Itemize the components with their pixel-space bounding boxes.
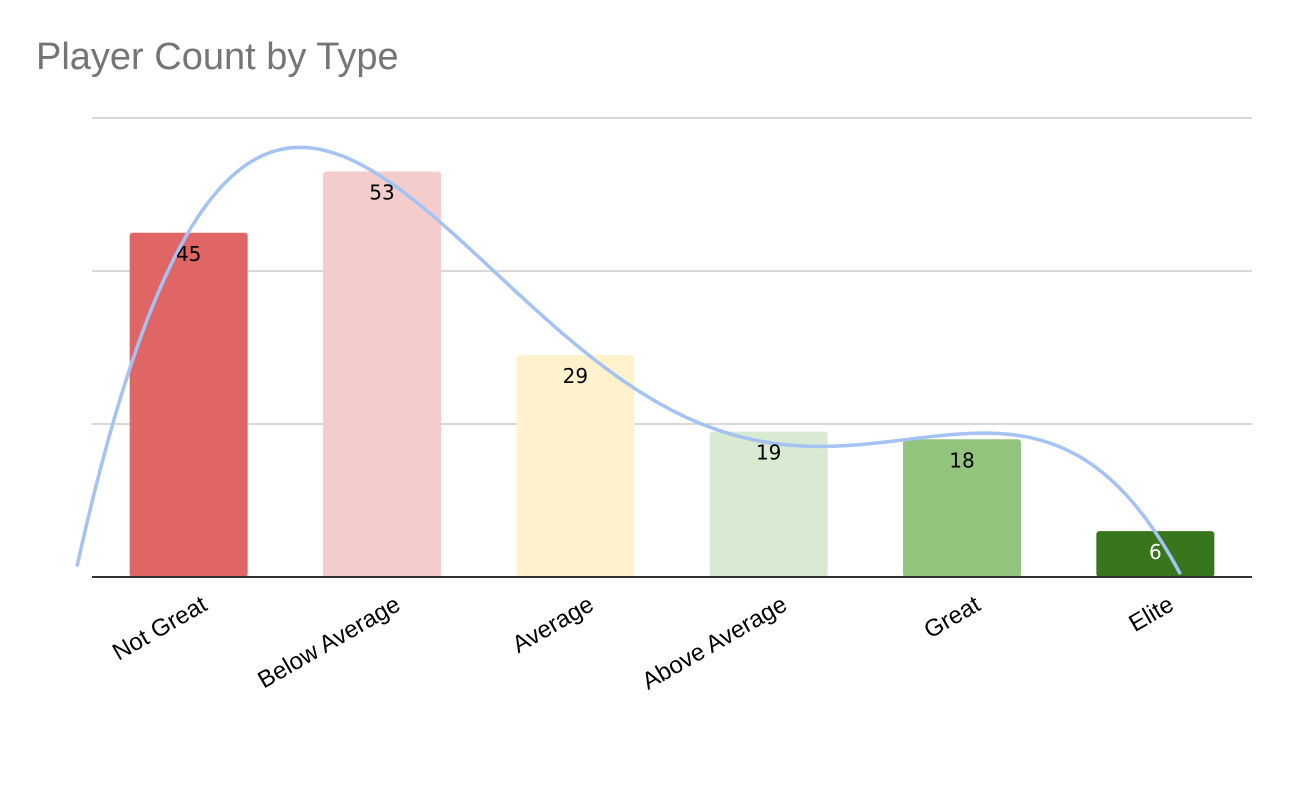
data-label: 45: [176, 242, 201, 266]
x-tick-label: Elite: [1124, 591, 1178, 638]
bars: [129, 171, 1215, 578]
data-label: 18: [949, 448, 974, 472]
data-label: 6: [1149, 540, 1162, 564]
trendline: [75, 145, 1182, 575]
bar: [516, 355, 635, 577]
data-label: 53: [369, 181, 394, 205]
gridlines: [92, 117, 1252, 425]
x-tick-labels: Not Great Below Average Average Above Avera…: [108, 591, 1178, 696]
data-labels: 45 53 29 19 18 6: [176, 181, 1162, 565]
x-tick-label: Not Great: [108, 591, 212, 667]
chart-title: Player Count by Type: [36, 36, 399, 78]
x-tick-label: Great: [920, 591, 986, 645]
bar: [129, 232, 248, 577]
x-tick-label: Average: [508, 591, 599, 659]
x-tick-label: Above Average: [638, 591, 792, 696]
x-tick-label: Below Average: [253, 591, 405, 694]
data-label: 29: [563, 364, 588, 388]
trendline-path: [75, 145, 1182, 575]
data-label: 19: [756, 441, 781, 465]
bar: [709, 431, 828, 577]
bar: [1096, 531, 1215, 577]
bar: [903, 439, 1021, 577]
bar: [323, 171, 441, 578]
